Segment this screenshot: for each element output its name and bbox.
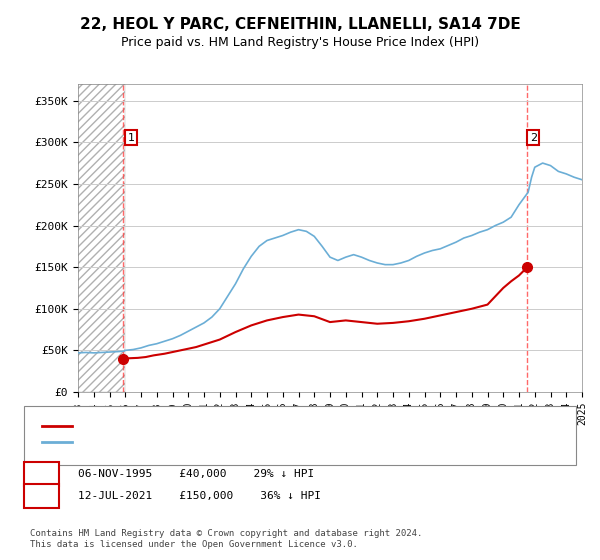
Text: Price paid vs. HM Land Registry's House Price Index (HPI): Price paid vs. HM Land Registry's House … [121, 36, 479, 49]
Text: 22, HEOL Y PARC, CEFNEITHIN, LLANELLI, SA14 7DE: 22, HEOL Y PARC, CEFNEITHIN, LLANELLI, S… [80, 17, 520, 32]
Text: 1: 1 [38, 469, 45, 479]
Text: 2: 2 [530, 133, 537, 143]
Text: 22, HEOL Y PARC, CEFNEITHIN, LLANELLI, SA14 7DE (detached house): 22, HEOL Y PARC, CEFNEITHIN, LLANELLI, S… [78, 422, 478, 432]
Text: 2: 2 [38, 491, 45, 501]
Text: HPI: Average price, detached house, Carmarthenshire: HPI: Average price, detached house, Carm… [78, 438, 397, 449]
Text: 06-NOV-1995    £40,000    29% ↓ HPI: 06-NOV-1995 £40,000 29% ↓ HPI [78, 469, 314, 479]
Text: 12-JUL-2021    £150,000    36% ↓ HPI: 12-JUL-2021 £150,000 36% ↓ HPI [78, 491, 321, 501]
Text: 1: 1 [128, 133, 134, 143]
Bar [78, 84, 125, 392]
Bar [78, 84, 125, 392]
Text: Contains HM Land Registry data © Crown copyright and database right 2024.
This d: Contains HM Land Registry data © Crown c… [30, 529, 422, 549]
